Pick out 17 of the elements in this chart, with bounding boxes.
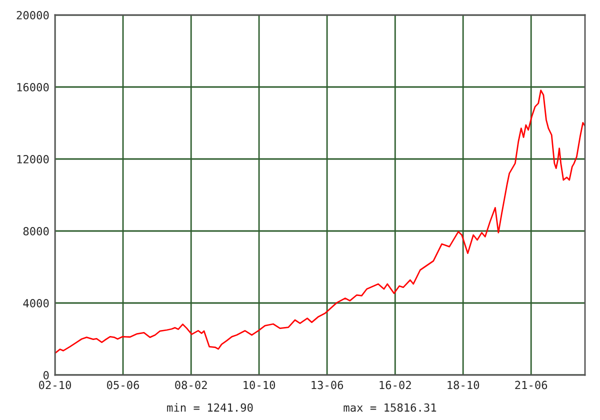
x-tick-label: 16-02 [380, 380, 411, 390]
x-tick-label: 10-10 [244, 380, 276, 390]
x-tick-label: 13-06 [312, 380, 344, 390]
line-series [55, 90, 585, 354]
x-tick-label: 21-06 [515, 380, 548, 390]
x-tick-label: 05-06 [107, 380, 140, 390]
y-tick-label: 8000 [23, 227, 49, 236]
x-tick-label: 02-10 [39, 380, 72, 390]
text: min = 1241.90 [167, 403, 253, 412]
y-tick-label: 12000 [17, 155, 49, 164]
y-tick-label: 16000 [17, 83, 49, 92]
y-tick-label: 0 [43, 371, 49, 380]
y-tick-label: 4000 [23, 299, 49, 308]
x-tick-label: 18-10 [448, 380, 480, 390]
y-tick-label: 20000 [16, 11, 49, 20]
text: max = 15816.31 [344, 403, 436, 412]
x-tick-label: 08-02 [175, 380, 207, 390]
